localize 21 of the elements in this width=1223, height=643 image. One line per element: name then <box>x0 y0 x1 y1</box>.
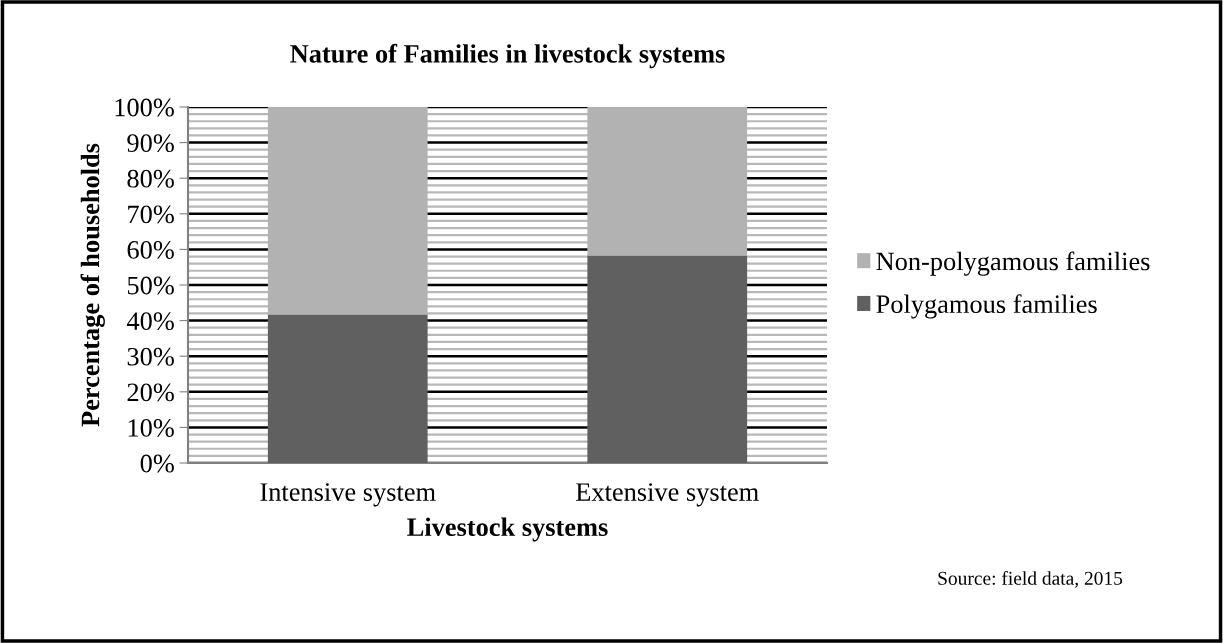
y-tick-label: 60% <box>127 241 174 259</box>
y-tick-label: 80% <box>127 169 174 188</box>
y-axis-title: Percentage of households <box>80 143 105 427</box>
y-tick-label: 10% <box>128 419 174 437</box>
y-tick-label: 30% <box>127 347 174 366</box>
source-note: Source: field data, 2015 <box>938 570 1123 588</box>
legend-label: Non-polygamous families <box>876 251 1150 276</box>
x-tick-label: Extensive system <box>576 483 759 507</box>
y-tick-label: 40% <box>126 312 174 331</box>
bar <box>587 255 748 463</box>
y-tick-label: 90% <box>127 134 174 153</box>
x-tick-label: Intensive system <box>260 483 436 507</box>
y-tick-label: 100% <box>115 98 174 117</box>
y-tick-label: 50% <box>127 276 174 295</box>
x-axis-title: Livestock systems <box>407 517 608 542</box>
y-tick-label: 20% <box>127 383 174 402</box>
y-tick-label: 70% <box>128 205 174 224</box>
y-tick-label: 0% <box>140 454 174 473</box>
chart-title: Nature of Families in livestock systems <box>290 43 725 69</box>
legend-label: Polygamous families <box>876 294 1097 319</box>
bar <box>267 314 428 463</box>
